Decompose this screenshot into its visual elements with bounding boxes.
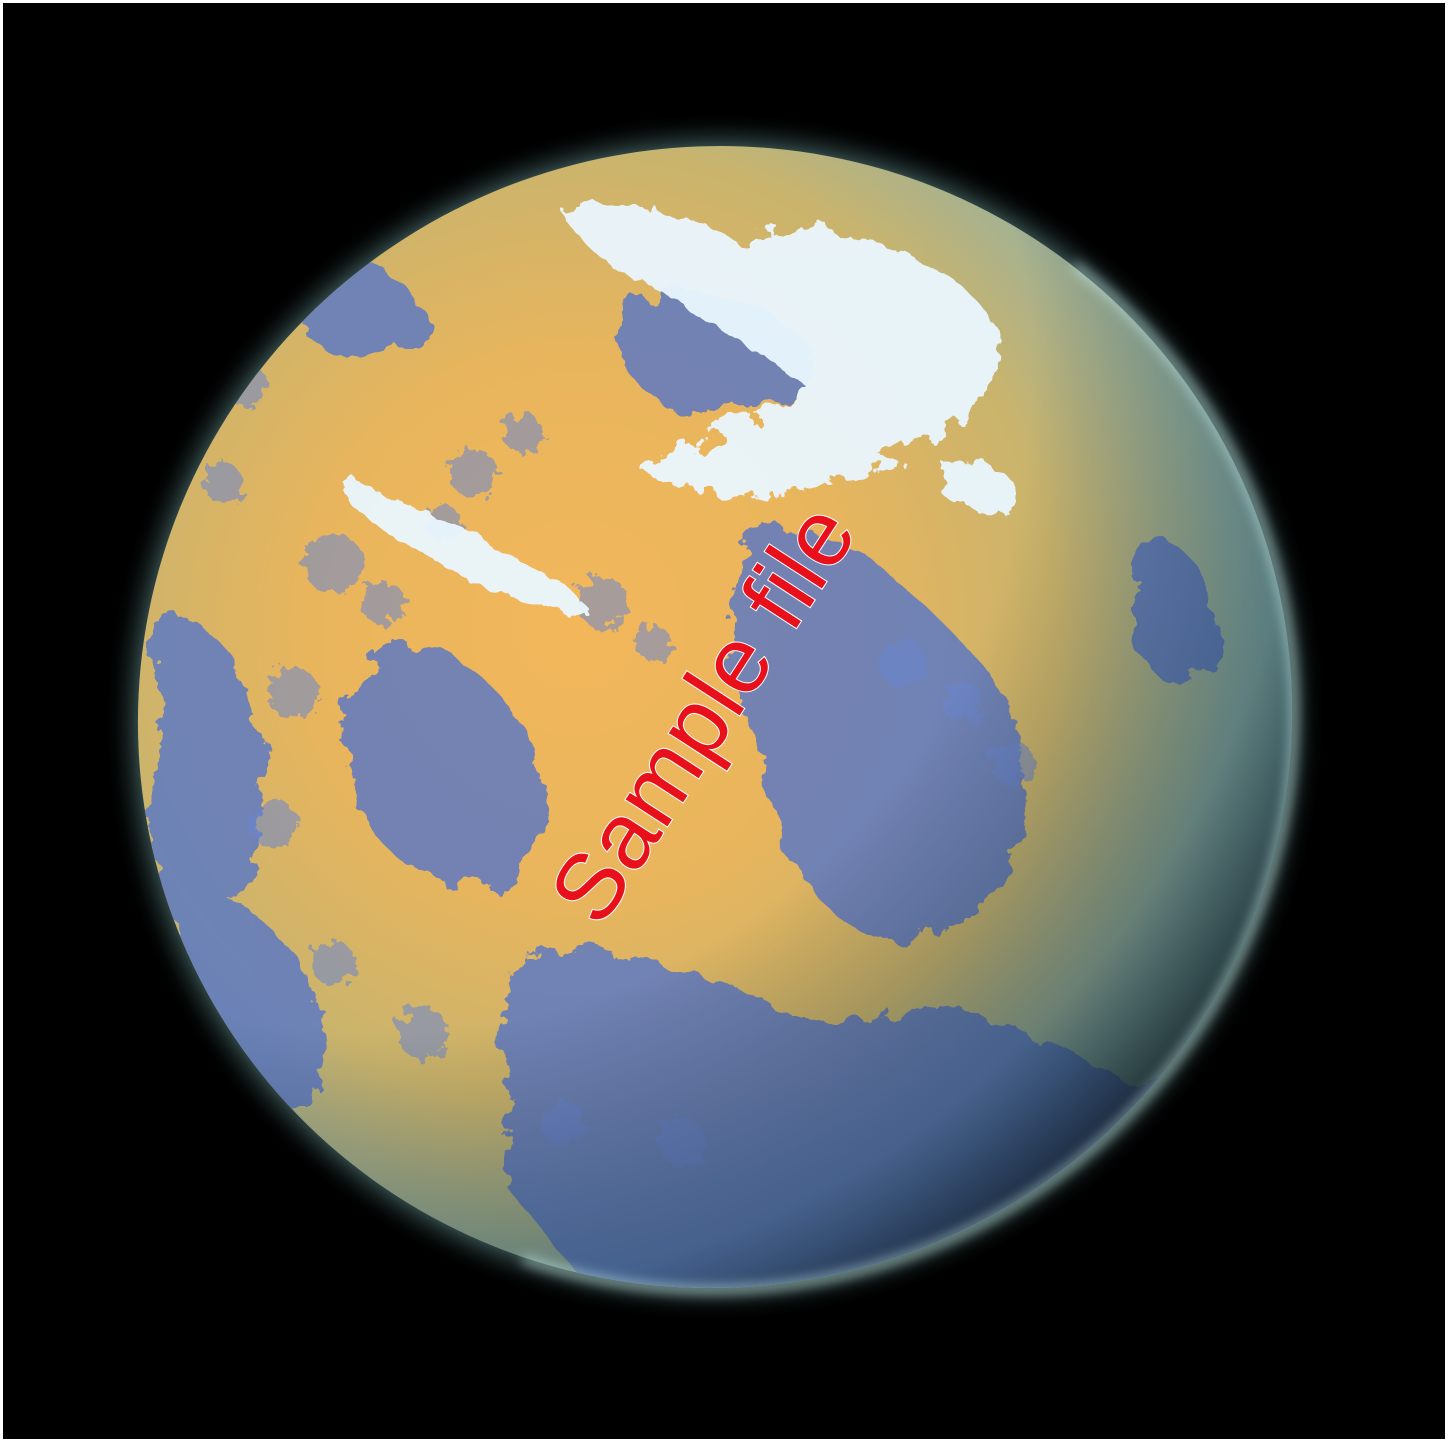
planet-illustration (103, 103, 1353, 1353)
atmosphere-limb (132, 141, 1298, 1293)
image-frame: Sample file (3, 3, 1445, 1439)
